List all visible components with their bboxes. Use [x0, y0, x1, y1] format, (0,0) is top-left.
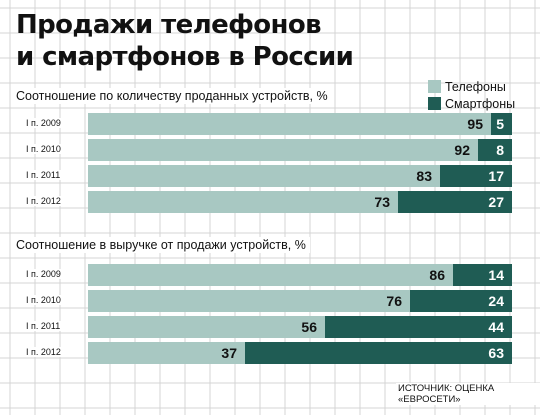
data-label-phones: 92 [454, 142, 470, 158]
bar-segment-smartphones [245, 342, 512, 364]
category-label: I п. 2010 [24, 295, 63, 305]
data-label-phones: 56 [301, 319, 317, 335]
category-label: I п. 2010 [24, 144, 63, 154]
data-label-phones: 76 [386, 293, 402, 309]
data-label-smartphones: 63 [488, 345, 504, 361]
bar-segment-smartphones [440, 165, 512, 187]
section-title-revenue: Соотношение в выручке от продажи устройс… [16, 237, 310, 253]
category-label: I п. 2012 [24, 347, 63, 357]
bar-segment-phones [88, 113, 491, 135]
bar-row: 86 14 [88, 264, 512, 286]
category-label: I п. 2011 [24, 321, 63, 331]
bar-segment-phones [88, 316, 325, 338]
data-label-smartphones: 5 [496, 116, 504, 132]
bar-row: 83 17 [88, 165, 512, 187]
source-note: ИСТОЧНИК: ОЦЕНКА «ЕВРОСЕТИ» [396, 383, 540, 405]
bar-segment-phones [88, 139, 478, 161]
legend-item-phones: Телефоны [428, 78, 515, 95]
bar-segment-smartphones [491, 113, 512, 135]
data-label-phones: 86 [429, 267, 445, 283]
data-label-smartphones: 27 [488, 194, 504, 210]
legend: Телефоны Смартфоны [428, 78, 515, 112]
bar-segment-smartphones [410, 290, 512, 312]
category-label: I п. 2009 [24, 269, 63, 279]
data-label-smartphones: 24 [488, 293, 504, 309]
bar-row: 37 63 [88, 342, 512, 364]
bar-row: 73 27 [88, 191, 512, 213]
data-label-smartphones: 8 [496, 142, 504, 158]
data-label-phones: 95 [467, 116, 483, 132]
data-label-phones: 73 [374, 194, 390, 210]
bar-segment-phones [88, 165, 440, 187]
bar-segment-phones [88, 191, 398, 213]
bar-segment-phones [88, 342, 245, 364]
bar-segment-smartphones [398, 191, 512, 213]
legend-label-smartphones: Смартфоны [445, 96, 516, 111]
bar-segment-phones [88, 290, 410, 312]
legend-label-phones: Телефоны [445, 79, 506, 94]
data-label-smartphones: 44 [488, 319, 504, 335]
bar-segment-smartphones [453, 264, 512, 286]
bar-segment-phones [88, 264, 453, 286]
legend-swatch-smartphones [428, 97, 441, 110]
category-label: I п. 2011 [24, 170, 63, 180]
bar-segment-smartphones [325, 316, 512, 338]
bar-row: 95 5 [88, 113, 512, 135]
data-label-smartphones: 14 [488, 267, 504, 283]
chart-title-line-2: и смартфонов в России [16, 42, 354, 72]
data-label-phones: 83 [416, 168, 432, 184]
chart-title-line-1: Продажи телефонов [16, 10, 322, 40]
data-label-phones: 37 [221, 345, 237, 361]
legend-item-smartphones: Смартфоны [428, 95, 515, 112]
bar-row: 56 44 [88, 316, 512, 338]
bar-segment-smartphones [478, 139, 512, 161]
category-label: I п. 2009 [24, 118, 63, 128]
bar-row: 92 8 [88, 139, 512, 161]
data-label-smartphones: 17 [488, 168, 504, 184]
legend-swatch-phones [428, 80, 441, 93]
section-title-quantity: Соотношение по количеству проданных устр… [16, 88, 332, 104]
bar-row: 76 24 [88, 290, 512, 312]
category-label: I п. 2012 [24, 196, 63, 206]
